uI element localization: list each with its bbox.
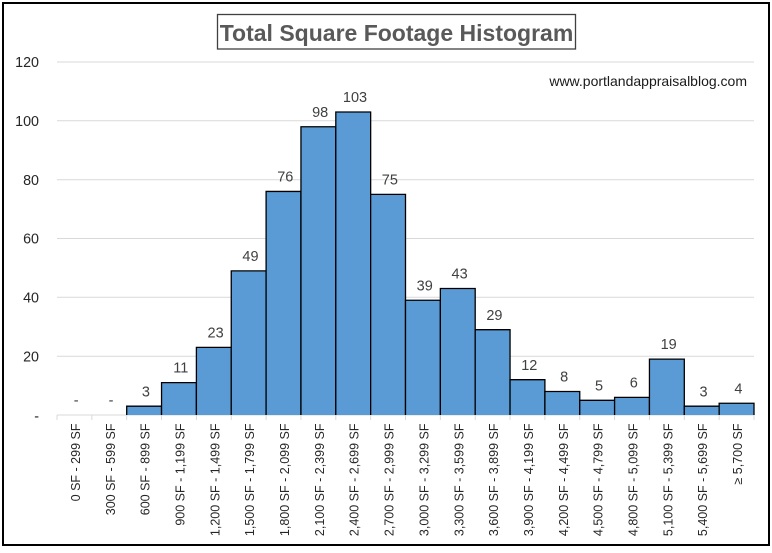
svg-text:60: 60 [23, 232, 39, 248]
svg-text:-: - [109, 393, 114, 409]
svg-text:Total Square Footage Histogram: Total Square Footage Histogram [220, 20, 574, 46]
svg-text:1,200 SF - 1,499 SF: 1,200 SF - 1,499 SF [208, 423, 222, 536]
svg-text:49: 49 [242, 249, 258, 265]
svg-text:3,000 SF - 3,299 SF: 3,000 SF - 3,299 SF [417, 423, 431, 536]
svg-text:4,200 SF - 4,499 SF: 4,200 SF - 4,499 SF [557, 423, 571, 536]
svg-text:0 SF - 299 SF: 0 SF - 299 SF [69, 423, 83, 501]
svg-text:23: 23 [208, 325, 224, 341]
svg-text:5,100 SF - 5,399 SF: 5,100 SF - 5,399 SF [661, 423, 675, 536]
svg-text:5: 5 [595, 378, 603, 394]
svg-text:5,400 SF - 5,699 SF: 5,400 SF - 5,699 SF [696, 423, 710, 536]
svg-text:3: 3 [699, 384, 707, 400]
svg-text:300 SF - 599 SF: 300 SF - 599 SF [104, 423, 118, 515]
svg-text:2,700 SF - 2,999 SF: 2,700 SF - 2,999 SF [383, 423, 397, 536]
svg-text:2,400 SF - 2,699 SF: 2,400 SF - 2,699 SF [348, 423, 362, 536]
svg-text:3,300 SF - 3,599 SF: 3,300 SF - 3,599 SF [452, 423, 466, 536]
svg-text:900 SF - 1,199 SF: 900 SF - 1,199 SF [173, 423, 187, 526]
svg-text:100: 100 [15, 114, 39, 130]
svg-text:4,500 SF - 4,799 SF: 4,500 SF - 4,799 SF [592, 423, 606, 536]
svg-text:80: 80 [23, 173, 39, 189]
svg-text:6: 6 [630, 375, 638, 391]
svg-text:19: 19 [661, 337, 677, 353]
svg-text:8: 8 [560, 370, 568, 386]
svg-text:3,900 SF - 4,199 SF: 3,900 SF - 4,199 SF [522, 423, 536, 536]
svg-text:98: 98 [312, 105, 328, 121]
svg-text:4,800 SF - 5,099 SF: 4,800 SF - 5,099 SF [627, 423, 641, 536]
svg-text:3,600 SF - 3,899 SF: 3,600 SF - 3,899 SF [487, 423, 501, 536]
svg-text:43: 43 [452, 267, 468, 283]
svg-text:29: 29 [486, 308, 502, 324]
svg-text:3: 3 [142, 384, 150, 400]
svg-text:1,800 SF - 2,099 SF: 1,800 SF - 2,099 SF [278, 423, 292, 536]
svg-text:76: 76 [277, 170, 293, 186]
svg-text:11: 11 [173, 361, 188, 377]
svg-text:20: 20 [23, 349, 39, 365]
svg-text:39: 39 [417, 278, 433, 294]
svg-text:1,500 SF - 1,799 SF: 1,500 SF - 1,799 SF [243, 423, 257, 536]
svg-text:12: 12 [521, 358, 537, 374]
svg-text:40: 40 [23, 290, 39, 306]
svg-text:-: - [74, 393, 79, 409]
svg-text:120: 120 [15, 55, 39, 71]
svg-text:75: 75 [382, 172, 398, 188]
svg-text:-: - [34, 409, 39, 425]
svg-text:4: 4 [734, 381, 742, 397]
svg-text:103: 103 [343, 90, 367, 106]
svg-text:www.portlandappraisalblog.com: www.portlandappraisalblog.com [548, 73, 747, 89]
svg-text:600 SF - 899 SF: 600 SF - 899 SF [139, 423, 153, 515]
svg-text:≥ 5,700 SF: ≥ 5,700 SF [731, 423, 745, 484]
svg-text:2,100 SF - 2,399 SF: 2,100 SF - 2,399 SF [313, 423, 327, 536]
